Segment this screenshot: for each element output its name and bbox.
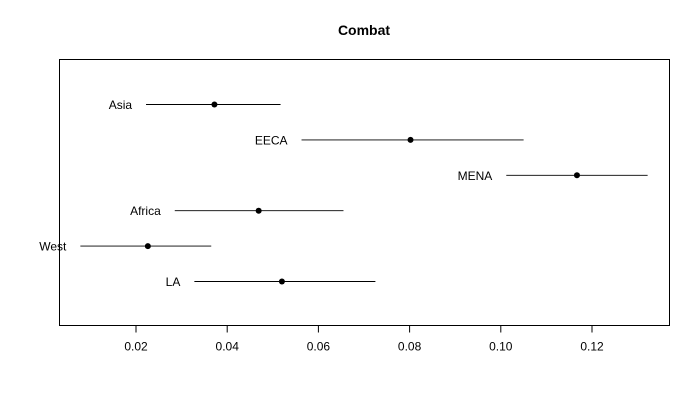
x-tick-label: 0.02 <box>124 340 148 354</box>
category-label-africa: Africa <box>130 204 161 218</box>
x-tick-label: 0.08 <box>398 340 422 354</box>
estimate-point-eeca <box>407 136 414 143</box>
estimate-point-asia <box>211 101 218 108</box>
category-label-mena: MENA <box>458 169 493 183</box>
category-label-la: LA <box>166 275 181 289</box>
x-tick-label: 0.12 <box>580 340 604 354</box>
estimate-point-la <box>278 278 285 285</box>
x-tick-label: 0.10 <box>489 340 513 354</box>
estimate-point-west <box>144 243 151 250</box>
estimate-point-africa <box>255 207 262 214</box>
category-label-asia: Asia <box>109 98 133 112</box>
category-label-eeca: EECA <box>255 133 288 147</box>
category-label-west: West <box>39 240 67 254</box>
chart-title: Combat <box>338 22 390 38</box>
x-axis: 0.02 0.04 0.06 0.08 0.10 0.12 <box>124 325 604 354</box>
interval-marks: Asia EECA MENA Africa West LA <box>39 98 648 289</box>
estimate-point-mena <box>573 172 580 179</box>
plot-frame <box>59 59 670 326</box>
x-tick-label: 0.04 <box>216 340 240 354</box>
x-tick-label: 0.06 <box>307 340 331 354</box>
